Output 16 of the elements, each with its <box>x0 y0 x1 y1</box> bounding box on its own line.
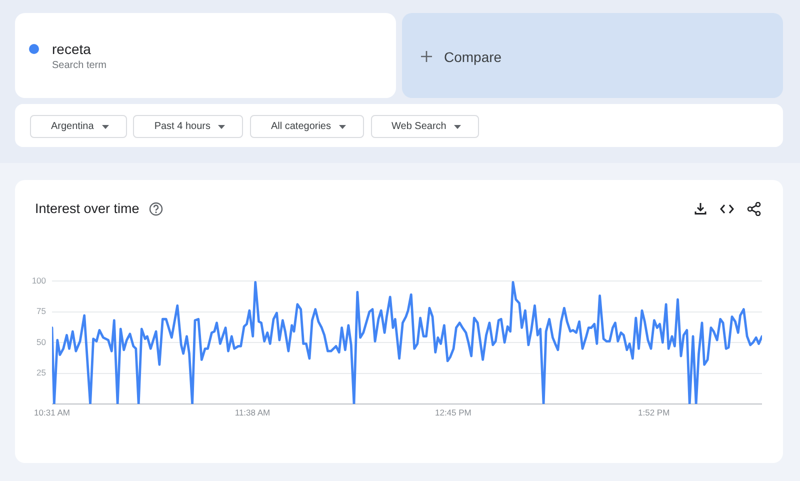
legend-label: receta <box>52 41 91 57</box>
x-tick-label: 11:38 AM <box>234 407 270 418</box>
x-tick-label: 12:45 PM <box>434 407 472 418</box>
dropdown: All categories <box>250 115 364 138</box>
dropdown: Web Search <box>370 115 480 138</box>
chart-title: Interest over time <box>35 201 140 217</box>
y-tick-label: 75 <box>36 306 46 316</box>
x-tick-label: 1:52 PM <box>638 407 670 418</box>
y-tick-label: 25 <box>36 368 46 378</box>
y-tick-label: 50 <box>36 336 46 347</box>
dropdown: Argentina <box>30 115 127 138</box>
dropdown: Past 4 hours <box>133 115 244 138</box>
x-tick-label: 10:31 AM <box>34 407 70 418</box>
legend-title: Search term <box>52 60 106 72</box>
compare-button: Compare <box>402 13 783 98</box>
y-tick-label: 100 <box>32 275 46 286</box>
